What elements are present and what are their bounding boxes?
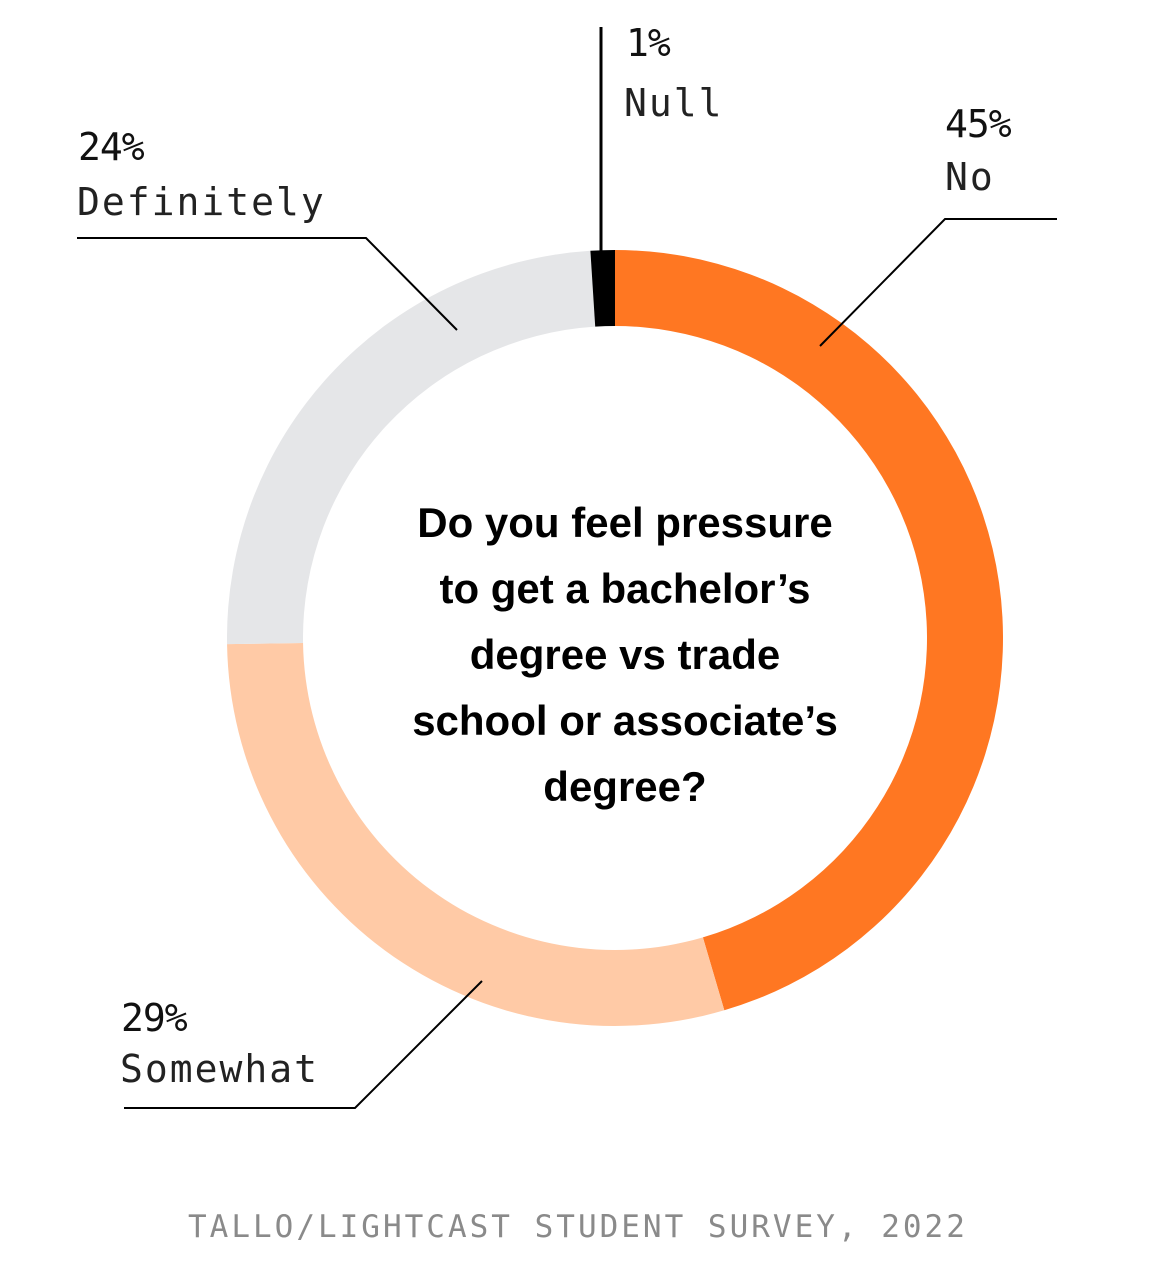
question-line: degree? <box>543 763 707 810</box>
definitely-percent: 24% <box>78 125 145 169</box>
null-percent: 1% <box>626 21 671 65</box>
null-label: Null <box>624 81 724 125</box>
question-line: degree vs trade <box>469 631 781 678</box>
source-caption: TALLO/LIGHTCAST STUDENT SURVEY, 2022 <box>188 1209 968 1245</box>
donut-slice-somewhat <box>227 642 725 1026</box>
somewhat-label: Somewhat <box>120 1047 320 1091</box>
question-line: Do you feel pressure <box>417 499 833 546</box>
definitely-label: Definitely <box>77 180 326 224</box>
somewhat-percent: 29% <box>121 996 188 1040</box>
center-question: Do you feel pressure to get a bachelor’s… <box>355 490 895 820</box>
no-percent: 45% <box>945 102 1012 146</box>
no-label: No <box>945 155 995 199</box>
leader-line-no <box>819 218 1057 347</box>
leader-line-somewhat <box>124 980 483 1109</box>
leader-line-definitely <box>77 237 458 331</box>
donut-slice-no <box>615 250 1003 1011</box>
donut-slice-null <box>590 250 615 327</box>
donut-slice-definitely <box>227 250 596 645</box>
donut-ring <box>227 250 1003 1026</box>
question-line: school or associate’s <box>412 697 838 744</box>
question-line: to get a bachelor’s <box>439 565 811 612</box>
